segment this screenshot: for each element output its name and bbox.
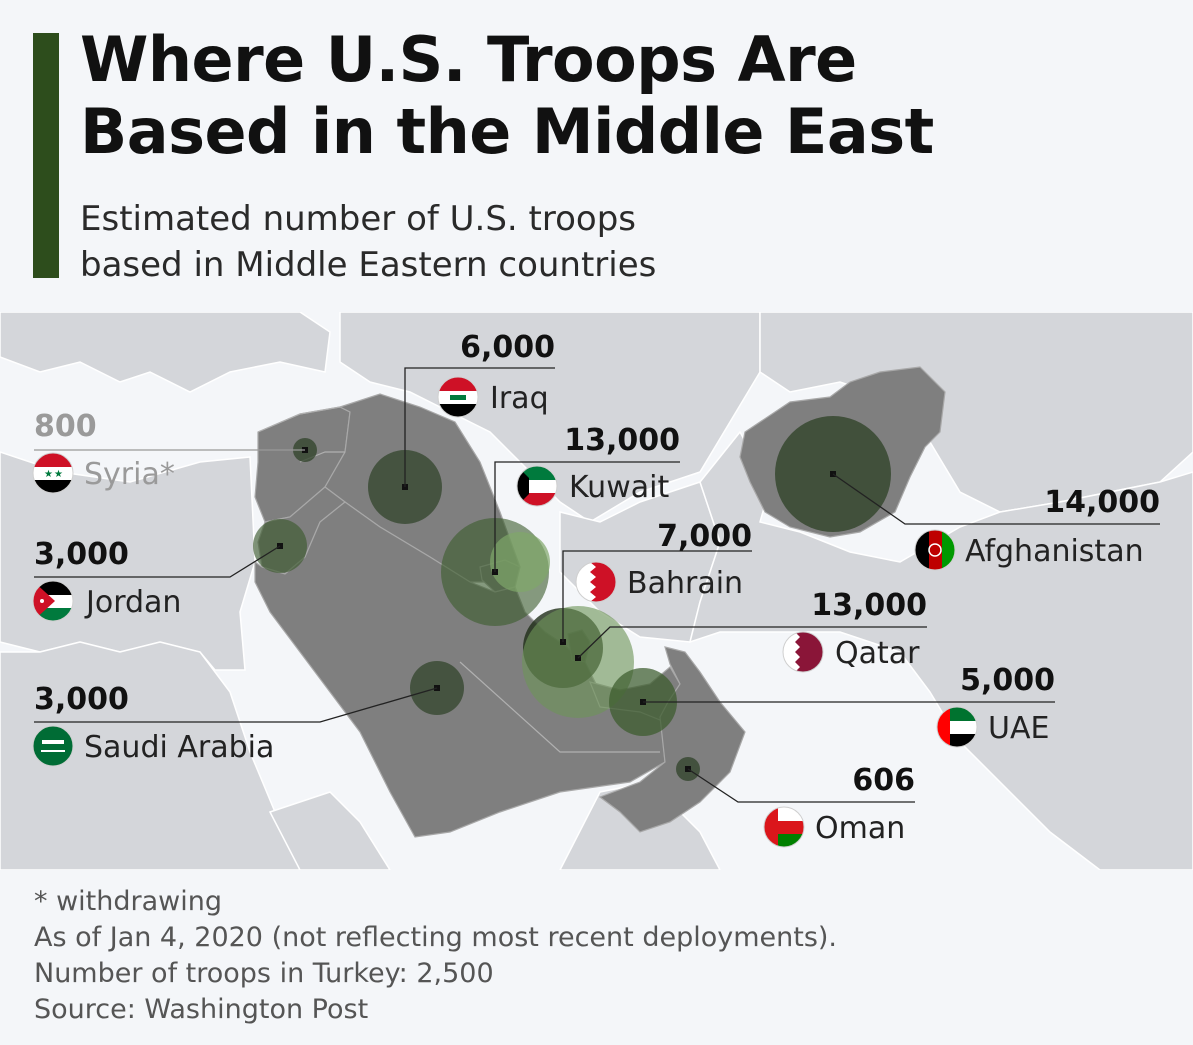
note-turkey: Number of troops in Turkey: 2,500 [34, 958, 494, 989]
troops-uae: 5,000 [960, 663, 1055, 698]
country-name-bahrain: Bahrain [627, 566, 743, 601]
country-name-oman: Oman [815, 811, 905, 846]
flag-saudi-arabia-icon [32, 725, 74, 767]
note-withdrawing: * withdrawing [34, 886, 222, 917]
country-name-jordan: Jordan [84, 585, 181, 620]
note-source: Source: Washington Post [34, 994, 369, 1025]
leader-saudi-arabia [34, 687, 438, 723]
flag-uae-icon [936, 706, 978, 748]
title-line-2: Based in the Middle East [80, 95, 934, 168]
leader-kuwait [494, 461, 680, 572]
country-name-uae: UAE [988, 711, 1049, 746]
svg-text:★: ★ [44, 469, 53, 480]
troops-jordan: 3,000 [34, 537, 129, 572]
country-name-syria: Syria* [84, 457, 175, 492]
country-name-qatar: Qatar [835, 636, 920, 671]
flag-qatar-icon [782, 631, 824, 673]
flag-kuwait-icon [516, 465, 558, 507]
troops-qatar: 13,000 [811, 588, 927, 623]
leader-jordan [34, 545, 281, 578]
footnotes: * withdrawing As of Jan 4, 2020 (not ref… [34, 884, 837, 1028]
note-as-of: As of Jan 4, 2020 (not reflecting most r… [34, 922, 837, 953]
leader-oman [687, 768, 915, 803]
flag-afghanistan-icon [914, 529, 956, 571]
title-line-1: Where U.S. Troops Are [80, 23, 857, 96]
flag-syria-icon: ★ ★ [32, 452, 74, 494]
troops-saudi-arabia: 3,000 [34, 682, 129, 717]
bubble-kuwait-light [490, 532, 550, 592]
country-name-iraq: Iraq [490, 381, 549, 416]
flag-oman-icon [763, 806, 805, 848]
troops-oman: 606 [852, 763, 915, 798]
troops-bahrain: 7,000 [657, 519, 752, 554]
leader-afghanistan [832, 473, 1160, 525]
leader-qatar [577, 626, 927, 659]
flag-iraq-icon [437, 376, 479, 418]
troops-syria: 800 [34, 409, 97, 444]
country-name-afghanistan: Afghanistan [965, 534, 1144, 569]
flag-jordan-icon [32, 580, 74, 622]
leader-bahrain [562, 550, 752, 642]
surrounding-land [0, 312, 1193, 870]
middle-east-map: 6,000 Iraq 800 ★ ★ Syria* 13,000 [0, 312, 1193, 870]
country-name-kuwait: Kuwait [569, 470, 669, 505]
flag-bahrain-icon [575, 561, 617, 603]
troops-kuwait: 13,000 [564, 423, 680, 458]
leader-iraq [404, 367, 555, 487]
subtitle-line-1: Estimated number of U.S. troops [80, 199, 637, 239]
page-title: Where U.S. Troops Are Based in the Middl… [80, 24, 934, 168]
page-subtitle: Estimated number of U.S. troops based in… [80, 196, 656, 288]
title-accent-bar [33, 33, 59, 278]
subtitle-line-2: based in Middle Eastern countries [80, 245, 657, 285]
bubble-qatar [522, 606, 634, 718]
troops-afghanistan: 14,000 [1044, 485, 1160, 520]
country-name-saudi-arabia: Saudi Arabia [84, 730, 274, 765]
svg-text:★: ★ [54, 469, 63, 480]
troops-iraq: 6,000 [460, 330, 555, 365]
leader-lines [34, 367, 1160, 803]
